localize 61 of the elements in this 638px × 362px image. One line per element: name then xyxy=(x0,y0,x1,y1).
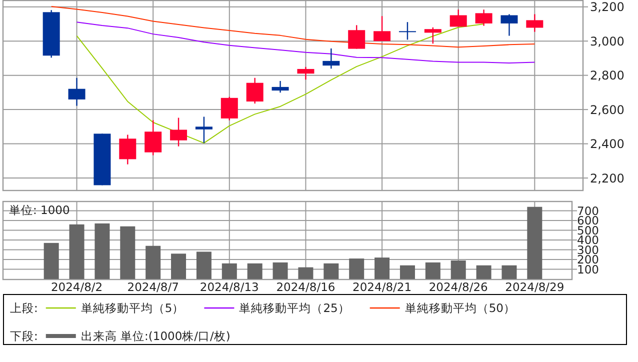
y-tick-label: 100 xyxy=(577,262,599,276)
bar xyxy=(298,267,314,279)
line-series xyxy=(50,6,536,48)
bar xyxy=(374,258,390,279)
y-tick-label: 2,200 xyxy=(590,171,624,186)
bar xyxy=(247,263,262,279)
bar xyxy=(324,263,339,279)
x-tick-label: 2024/8/7 xyxy=(127,280,179,294)
candlestick xyxy=(68,77,86,106)
candlestick xyxy=(144,120,162,156)
candlestick xyxy=(272,80,289,94)
x-tick-label: 2024/8/13 xyxy=(200,280,259,294)
bar xyxy=(476,265,492,279)
bar xyxy=(171,254,186,279)
candlestick xyxy=(348,24,366,50)
bar xyxy=(44,242,59,279)
bar xyxy=(196,252,212,279)
legend-title: 上段: xyxy=(10,301,38,315)
candlestick xyxy=(475,8,492,26)
candlestick xyxy=(500,14,518,36)
y-tick-label: 2,600 xyxy=(590,102,624,117)
candlestick xyxy=(322,48,340,70)
bar xyxy=(69,224,84,279)
legend-title: 下段: xyxy=(10,329,38,343)
bar xyxy=(272,262,288,279)
x-tick-label: 2024/8/2 xyxy=(50,280,103,294)
candlestick xyxy=(297,66,314,80)
bar xyxy=(94,223,110,279)
legend-label: 単純移動平均（50） xyxy=(404,301,516,315)
candlestick xyxy=(398,21,416,40)
y-tick-label: 3,000 xyxy=(590,34,624,48)
bar xyxy=(146,246,161,279)
legend-label: 単純移動平均（25） xyxy=(239,301,350,315)
legend-label: 出来高 単位:(1000株/口/枚) xyxy=(80,329,230,343)
bar xyxy=(527,206,542,279)
bar xyxy=(502,265,517,279)
candlestick xyxy=(195,116,212,144)
line-series xyxy=(76,22,536,64)
candlestick xyxy=(526,14,544,32)
x-tick-label: 2024/8/16 xyxy=(276,280,336,294)
annotation: 単位: 1000 xyxy=(9,203,70,217)
candlestick xyxy=(246,77,264,104)
x-tick-label: 2024/8/29 xyxy=(505,280,564,294)
x-tick-label: 2024/8/21 xyxy=(352,280,412,294)
bar xyxy=(425,262,440,279)
bar xyxy=(450,260,466,279)
bar xyxy=(222,263,237,279)
candlestick xyxy=(374,15,391,42)
bar xyxy=(349,258,364,279)
y-tick-label: 2,400 xyxy=(590,137,624,152)
bar xyxy=(120,226,136,279)
legend-label: 単純移動平均（5） xyxy=(80,301,184,315)
candlestick xyxy=(170,117,188,147)
candlestick xyxy=(424,26,442,44)
x-tick-label: 2024/8/26 xyxy=(428,280,488,294)
bar xyxy=(400,265,415,279)
candlestick xyxy=(450,8,467,28)
y-tick-label: 2,800 xyxy=(590,68,624,83)
candlestick xyxy=(220,96,238,121)
candlestick xyxy=(119,134,136,165)
y-tick-label: 3,200 xyxy=(590,0,624,14)
